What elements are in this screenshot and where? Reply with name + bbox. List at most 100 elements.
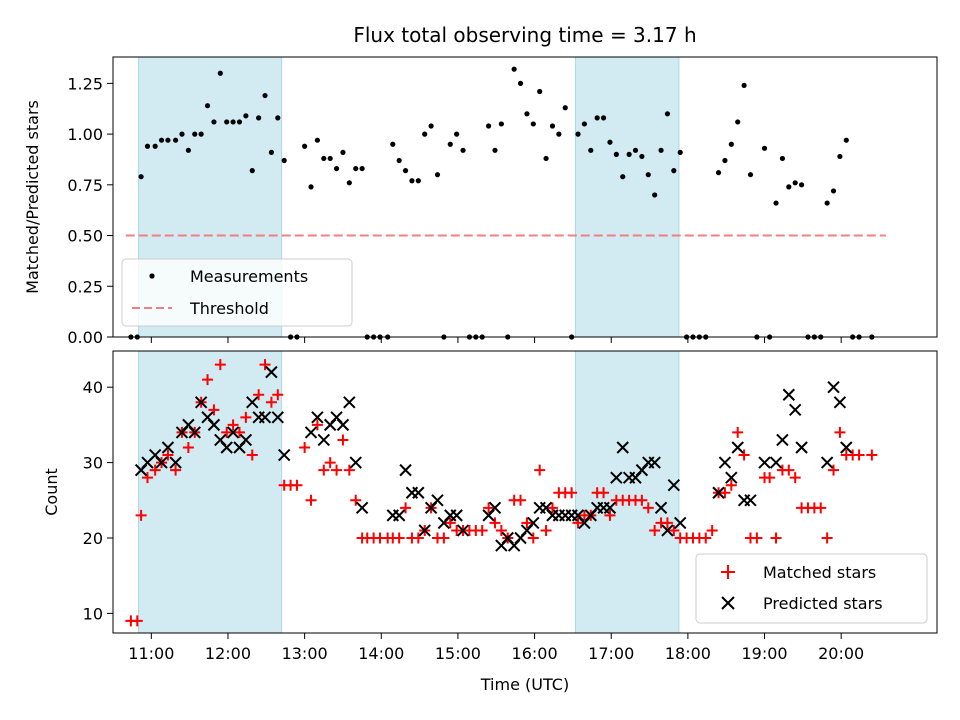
top-measurements-point: [428, 123, 434, 129]
top-measurements-point: [639, 153, 645, 160]
top-measurements-point: [620, 174, 626, 180]
bottom-predicted-stars-point: [610, 471, 623, 484]
bottom-predicted-stars-point: [488, 501, 502, 515]
top-measurements-point: [353, 165, 359, 172]
bottom-y-tick-label: 40: [83, 378, 103, 397]
bottom-predicted-stars-point: [731, 441, 744, 454]
bottom-predicted-stars-point: [431, 494, 444, 507]
top-measurements-point: [543, 155, 549, 162]
bottom-predicted-stars-point: [392, 509, 406, 522]
bottom-matched-stars-point: [259, 359, 271, 371]
top-measurements-point: [581, 121, 588, 127]
top-y-tick-label: 1.25: [67, 74, 103, 93]
bottom-matched-stars-point: [141, 472, 153, 484]
bottom-matched-stars-point: [815, 502, 827, 514]
top-measurements-point: [333, 165, 340, 172]
bottom-predicted-stars-point: [304, 426, 318, 439]
top-measurements-point: [607, 139, 613, 145]
bottom-predicted-stars-point: [833, 396, 847, 409]
bottom-predicted-stars-point: [161, 441, 175, 454]
bottom-predicted-stars-point: [782, 388, 796, 401]
top-measurements-point: [492, 147, 498, 153]
bottom-matched-stars-point: [305, 494, 317, 506]
bottom-predicted-stars-point: [188, 426, 201, 439]
top-measurements-point: [677, 149, 683, 155]
legend-measurements-marker: [149, 273, 155, 279]
top-measurements-point: [321, 155, 327, 162]
bottom-matched-stars-point: [668, 524, 680, 536]
bottom-matched-stars-point: [789, 472, 801, 484]
bottom-matched-stars-point: [253, 389, 265, 401]
bottom-matched-stars-point: [221, 426, 233, 438]
top-measurements-point: [786, 184, 792, 190]
bottom-matched-stars-point: [598, 487, 610, 499]
top-measurements-point: [658, 147, 664, 153]
top-measurements-point: [741, 82, 747, 89]
legend-matched-label: Matched stars: [763, 563, 876, 582]
top-measurements-point: [485, 123, 492, 129]
top-measurements-point: [217, 70, 223, 76]
top-measurements-point: [281, 157, 287, 164]
bottom-y-tick-label: 20: [83, 529, 103, 548]
top-plot-area: [125, 66, 886, 340]
top-measurements-point: [396, 157, 402, 164]
bottom-matched-stars-point: [272, 389, 284, 401]
top-measurements-point: [761, 145, 768, 151]
bottom-predicted-stars-point: [271, 411, 285, 424]
top-measurements-point: [198, 131, 204, 137]
bottom-matched-stars-point: [444, 517, 456, 529]
bottom-shaded-interval-1: [574, 350, 680, 634]
bottom-predicted-stars-point: [220, 441, 233, 454]
bottom-predicted-stars-point: [311, 411, 324, 424]
top-measurements-point: [632, 147, 639, 153]
top-y-axis: 0.00 0.25 0.50 0.75 1.00 1.25: [67, 74, 113, 347]
bottom-matched-stars-point: [149, 464, 161, 476]
bottom-predicted-stars-point: [616, 441, 629, 454]
top-measurements-point: [308, 184, 314, 190]
bottom-predicted-stars-point: [246, 396, 259, 409]
bottom-matched-stars-point: [649, 524, 661, 536]
top-measurements-point: [562, 105, 568, 111]
top-measurements-point: [346, 180, 352, 186]
bottom-matched-stars-point: [866, 449, 878, 461]
x-tick-label: 20:00: [818, 644, 864, 663]
x-axis-label: Time (UTC): [480, 675, 569, 694]
x-tick-label: 11:00: [128, 644, 174, 663]
bottom-matched-stars-point: [540, 524, 552, 536]
top-x-ticks: [150, 337, 842, 343]
top-measurements-point: [224, 119, 230, 125]
bottom-predicted-stars-point: [725, 471, 738, 484]
top-measurements-point: [517, 80, 524, 86]
bottom-matched-stars-point: [182, 442, 194, 454]
top-measurements-point: [779, 155, 786, 162]
bottom-matched-stars-point: [318, 464, 330, 476]
top-measurements-point: [340, 149, 346, 155]
top-measurements-point: [268, 149, 275, 155]
bottom-matched-stars-point: [400, 502, 412, 514]
top-measurements-point: [664, 111, 671, 117]
bottom-matched-stars-point: [719, 487, 731, 499]
top-measurements-point: [262, 92, 268, 99]
bottom-predicted-stars-point: [194, 396, 208, 409]
x-tick-label: 14:00: [358, 644, 404, 663]
bottom-matched-stars-point: [642, 502, 654, 514]
top-y-tick-label: 1.00: [67, 125, 103, 144]
top-measurements-point: [652, 192, 658, 198]
top-measurements-point: [359, 165, 365, 172]
top-measurements-point: [537, 88, 543, 95]
top-measurements-point: [327, 155, 333, 162]
top-measurements-point: [798, 182, 805, 188]
bottom-matched-stars-point: [527, 532, 539, 544]
top-measurements-point: [144, 143, 151, 149]
bottom-legend-box: [695, 553, 928, 624]
top-measurements-point: [588, 147, 594, 153]
bottom-matched-stars-point: [700, 532, 712, 544]
top-measurements-point: [138, 174, 144, 180]
bottom-matched-stars-point: [483, 502, 495, 514]
bottom-matched-stars-point: [246, 449, 258, 461]
bottom-predicted-stars-point: [648, 456, 661, 469]
bottom-matched-stars-point: [311, 419, 323, 431]
top-measurements-point: [165, 137, 171, 143]
x-tick-label: 13:00: [282, 644, 328, 663]
